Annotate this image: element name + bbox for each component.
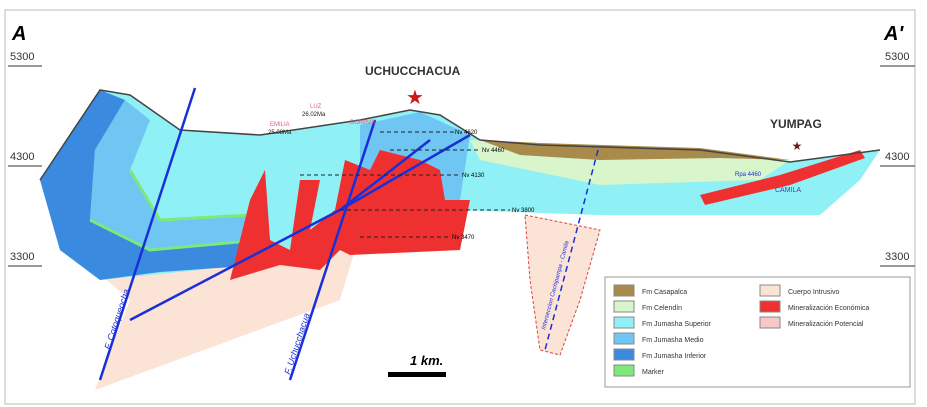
- elev-left-3300: 3300: [10, 251, 34, 263]
- legend-swatch: [759, 284, 781, 297]
- legend-swatch: [759, 300, 781, 313]
- elev-right-3300: 3300: [885, 251, 909, 263]
- camila-label: CAMILA: [775, 187, 801, 194]
- elev-right-4300: 4300: [885, 151, 909, 163]
- legend-swatch: [613, 332, 635, 345]
- elevation-ticks-left: [8, 65, 42, 267]
- legend-label: Mineralización Económica: [788, 305, 869, 312]
- legend-label: Fm Casapalca: [642, 289, 687, 296]
- economic-mineralization-yumpag: [700, 150, 865, 205]
- vein-age: 25.08Ma: [268, 130, 292, 136]
- vein-name: EMILIA: [270, 122, 290, 128]
- fault-label: F. Uchucchacua: [282, 312, 311, 376]
- fm-jumasha-inferior: [40, 90, 260, 280]
- section-start-label: A: [11, 23, 26, 45]
- legend-label: Cuerpo Intrusivo: [788, 289, 839, 296]
- star-icon: ★: [406, 87, 424, 109]
- level-label: Nv 3800: [512, 208, 535, 214]
- elev-right-5300: 5300: [885, 51, 909, 63]
- legend-label: Marker: [642, 369, 664, 376]
- elev-left-4300: 4300: [10, 151, 34, 163]
- potential-mineralization: [524, 214, 601, 356]
- legend-label: Fm Jumasha Superior: [642, 321, 712, 328]
- vein-name: DOMINIK: [350, 120, 376, 126]
- legend-label: Mineralización Potencial: [788, 321, 864, 328]
- legend-swatch: [613, 284, 635, 297]
- level-label: Nv 4130: [462, 173, 485, 179]
- scale-bar: [388, 372, 446, 377]
- elev-left-5300: 5300: [10, 51, 34, 63]
- fm-jumasha-medio: [90, 100, 260, 250]
- topography-line: [39, 89, 881, 181]
- level-label: Nv 3470: [452, 235, 475, 241]
- legend-label: Fm Jumasha Inferior: [642, 353, 707, 360]
- legend-swatch: [613, 364, 635, 377]
- legend: Fm Casapalca Fm Celendín Fm Jumasha Superi…: [604, 276, 911, 388]
- marker-horizon: [89, 218, 261, 252]
- section-end-label: A': [883, 23, 904, 45]
- vein-age: 26.02Ma: [302, 112, 326, 118]
- marker-horizon-2: [128, 169, 251, 222]
- scale-bar-label: 1 km.: [410, 353, 443, 368]
- level-label: Nv 4620: [455, 130, 478, 136]
- vein-name: LUZ: [310, 104, 322, 110]
- uchucchacua-label: UCHUCCHACUA: [365, 64, 461, 78]
- intersection-fault: [544, 149, 599, 351]
- legend-swatch: [759, 316, 781, 329]
- yumpag-level-label: Rpa 4460: [735, 172, 762, 178]
- legend-label: Fm Jumasha Medio: [642, 337, 704, 344]
- star-icon: ★: [792, 139, 803, 153]
- legend-label: Fm Celendín: [642, 305, 682, 312]
- yumpag-label: YUMPAG: [770, 117, 822, 131]
- legend-swatch: [613, 348, 635, 361]
- level-label: Nv 4460: [482, 148, 505, 154]
- mine-levels: [300, 131, 510, 238]
- frame: [4, 9, 916, 405]
- elevation-ticks-right: [880, 65, 915, 267]
- economic-mineralization: [230, 150, 470, 280]
- legend-swatch: [613, 300, 635, 313]
- legend-swatch: [613, 316, 635, 329]
